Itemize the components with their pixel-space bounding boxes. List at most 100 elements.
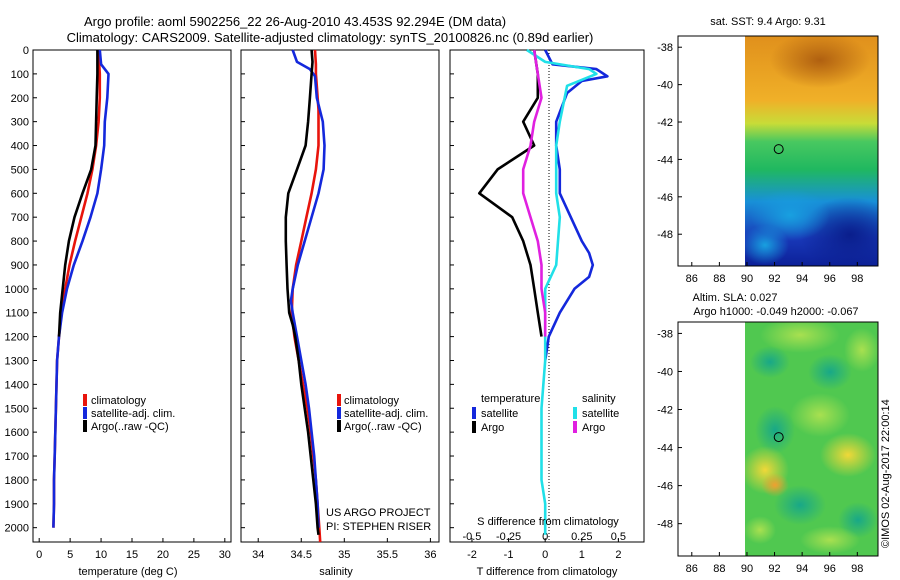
difference-legend: temperature salinity satellite Argo sate… — [472, 393, 619, 434]
s-xtick-label: 0 — [542, 531, 548, 543]
s-difference-xlabel: S difference from climatology — [477, 516, 619, 528]
legend-label-t-satellite: satellite — [481, 408, 518, 420]
series-t-satellite — [543, 49, 609, 361]
ytick-label: 1900 — [5, 499, 29, 511]
legend-label-climatology: climatology — [344, 395, 400, 407]
sst-map-panel: sat. SST: 9.4 Argo: 9.31 — [657, 16, 879, 285]
sst-map-frame — [677, 35, 879, 267]
xtick-label: 15 — [126, 549, 138, 561]
t-difference-xlabel: T difference from climatology — [477, 566, 618, 578]
xtick-label: 35 — [338, 549, 350, 561]
ytick-label: 1600 — [5, 427, 29, 439]
map-ytick-label: -46 — [657, 192, 673, 204]
ytick-label: 0 — [23, 45, 29, 57]
sst-warm-patch — [770, 36, 870, 88]
xtick-label: 5 — [67, 549, 73, 561]
series-t-argo — [477, 49, 543, 337]
sla-heatmap — [745, 322, 878, 556]
series-satellite — [52, 49, 110, 528]
salinity-axes-frame — [240, 49, 440, 543]
legend-swatch-t-satellite — [472, 407, 476, 419]
difference-axes-frame — [449, 49, 645, 543]
map-xtick-label: 96 — [824, 563, 836, 575]
ytick-label: 1400 — [5, 379, 29, 391]
series-satellite — [289, 49, 326, 528]
series-s-satellite — [526, 48, 598, 535]
xtick-label: 36 — [424, 549, 436, 561]
map-xtick-label: 86 — [686, 273, 698, 285]
sst-map-title: sat. SST: 9.4 Argo: 9.31 — [710, 16, 826, 28]
legend-label-s-satellite: satellite — [582, 408, 619, 420]
xtick-label: 2 — [615, 549, 621, 561]
xtick-label: 20 — [157, 549, 169, 561]
legend-label-s-argo: Argo — [582, 422, 605, 434]
map-ytick-label: -40 — [657, 366, 673, 378]
s-xtick-label: -0.25 — [496, 531, 521, 543]
legend-swatch-t-argo — [472, 421, 476, 433]
temperature-legend: climatology satellite-adj. clim. Argo(..… — [83, 394, 175, 433]
map-ytick-label: -40 — [657, 80, 673, 92]
legend-swatch-climatology — [337, 394, 341, 406]
ytick-label: 1300 — [5, 355, 29, 367]
sla-patch-12 — [800, 526, 860, 554]
legend-swatch-climatology — [83, 394, 87, 406]
legend-label-argo: Argo(..raw -QC) — [344, 421, 422, 433]
xtick-label: 0 — [36, 549, 42, 561]
legend-label-argo: Argo(..raw -QC) — [91, 421, 169, 433]
xtick-label: 34.5 — [291, 549, 312, 561]
ytick-label: 2000 — [5, 523, 29, 535]
map-xtick-label: 86 — [686, 563, 698, 575]
sla-patch-13 — [745, 516, 776, 544]
ytick-label: 200 — [11, 93, 29, 105]
sla-patch-2 — [750, 346, 790, 378]
xtick-label: 34 — [252, 549, 264, 561]
sla-map-frame — [677, 321, 879, 557]
legend-swatch-argo — [83, 420, 87, 432]
xtick-label: -1 — [504, 549, 514, 561]
map-xtick-label: 96 — [824, 273, 836, 285]
sla-patch-1 — [760, 322, 840, 353]
sla-map-panel: Altim. SLA: 0.027 Argo h1000: -0.049 h20… — [657, 292, 879, 575]
s-xtick-label: -0.5 — [462, 531, 481, 543]
ytick-label: 800 — [11, 236, 29, 248]
map-xtick-label: 98 — [851, 273, 863, 285]
ytick-label: 600 — [11, 188, 29, 200]
map-xtick-label: 88 — [713, 273, 725, 285]
pi-annotation: PI: STEPHEN RISER — [326, 521, 431, 533]
map-ytick-label: -48 — [657, 229, 673, 241]
series-argo — [284, 49, 320, 535]
legend-label-climatology: climatology — [91, 395, 147, 407]
map-ytick-label: -48 — [657, 519, 673, 531]
sla-patch-5 — [790, 393, 850, 437]
ytick-label: 900 — [11, 260, 29, 272]
map-xtick-label: 94 — [796, 273, 808, 285]
ytick-label: 300 — [11, 117, 29, 129]
map-ytick-label: -42 — [657, 405, 673, 417]
difference-panel: -2 -1 0 1 2 -0.5 -0.25 0 0.25 0.5 temperature sal… — [449, 48, 645, 578]
map-ytick-label: -46 — [657, 481, 673, 493]
salinity-legend: climatology satellite-adj. clim. Argo(..… — [337, 394, 428, 433]
map-ytick-label: -38 — [657, 328, 673, 340]
xtick-label: 10 — [95, 549, 107, 561]
ytick-label: 700 — [11, 212, 29, 224]
legend-title-temperature: temperature — [481, 393, 540, 405]
sla-map-title-2: Argo h1000: -0.049 h2000: -0.067 — [693, 306, 858, 318]
sla-map-title-1: Altim. SLA: 0.027 — [693, 292, 778, 304]
ytick-label: 1100 — [5, 308, 29, 320]
legend-label-t-argo: Argo — [481, 422, 504, 434]
legend-swatch-argo — [337, 420, 341, 432]
sla-patch-6 — [755, 406, 795, 454]
ytick-label: 1200 — [5, 332, 29, 344]
project-annotation: US ARGO PROJECT — [326, 507, 431, 519]
legend-swatch-satellite — [337, 407, 341, 419]
ytick-label: 1500 — [5, 403, 29, 415]
map-ytick-label: -42 — [657, 117, 673, 129]
xtick-label: 0 — [542, 549, 548, 561]
ytick-label: 1800 — [5, 475, 29, 487]
xtick-label: -2 — [467, 549, 477, 561]
legend-swatch-satellite — [83, 407, 87, 419]
map-xtick-label: 90 — [741, 273, 753, 285]
sla-patch-4 — [844, 328, 878, 372]
map-xtick-label: 92 — [768, 563, 780, 575]
